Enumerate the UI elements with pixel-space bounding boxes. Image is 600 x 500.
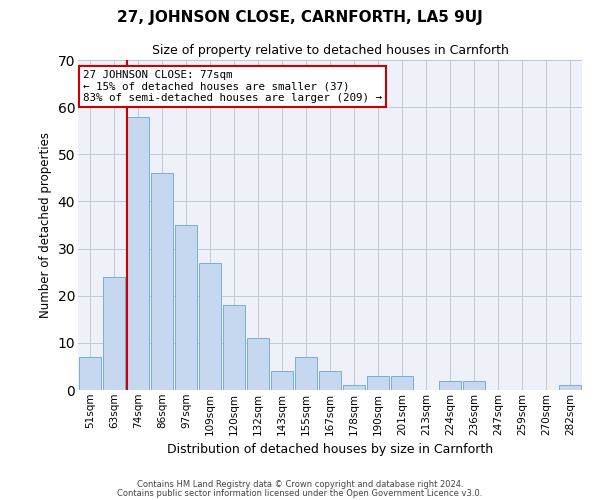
Bar [319,371,341,390]
Bar [127,116,149,390]
Bar [439,380,461,390]
Bar [175,225,197,390]
Bar [295,357,317,390]
Y-axis label: Number of detached properties: Number of detached properties [39,132,52,318]
Bar [463,380,485,390]
Bar [223,305,245,390]
Bar [391,376,413,390]
Bar [367,376,389,390]
X-axis label: Distribution of detached houses by size in Carnforth: Distribution of detached houses by size … [167,443,493,456]
Bar [103,277,125,390]
Bar [247,338,269,390]
Text: 27 JOHNSON CLOSE: 77sqm
← 15% of detached houses are smaller (37)
83% of semi-de: 27 JOHNSON CLOSE: 77sqm ← 15% of detache… [83,70,382,103]
Title: Size of property relative to detached houses in Carnforth: Size of property relative to detached ho… [152,44,508,58]
Bar [559,386,581,390]
Text: Contains public sector information licensed under the Open Government Licence v3: Contains public sector information licen… [118,488,482,498]
Bar [271,371,293,390]
Text: Contains HM Land Registry data © Crown copyright and database right 2024.: Contains HM Land Registry data © Crown c… [137,480,463,489]
Bar [199,262,221,390]
Text: 27, JOHNSON CLOSE, CARNFORTH, LA5 9UJ: 27, JOHNSON CLOSE, CARNFORTH, LA5 9UJ [117,10,483,25]
Bar [343,386,365,390]
Bar [151,173,173,390]
Bar [79,357,101,390]
